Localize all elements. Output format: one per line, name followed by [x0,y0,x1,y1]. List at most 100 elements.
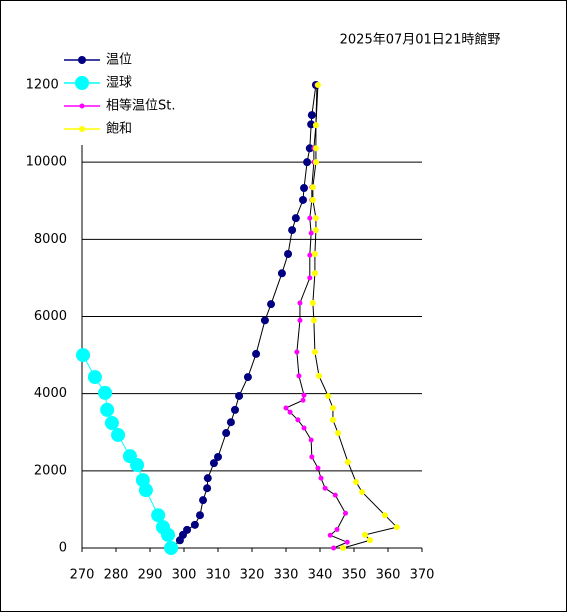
legend-label: 飽和 [106,122,132,137]
x-tick-label: 360 [376,568,401,583]
point [314,82,321,88]
point [312,159,319,166]
point [226,418,235,427]
point [287,409,293,415]
point [366,537,373,544]
point [155,520,170,535]
legend-label: 温位 [106,53,132,68]
point [288,226,297,235]
x-tick-label: 370 [410,568,435,583]
point [76,348,91,363]
point [301,392,307,398]
plot-area: 0 2000 4000 6000 8000 10000 12000 270 280 290 300 3… [26,78,435,583]
point [344,458,351,465]
point [327,532,333,538]
point [199,496,208,505]
point [235,391,244,400]
x-tick-label: 330 [274,568,299,583]
point [310,317,317,324]
point [393,524,400,531]
legend-marker [78,56,86,64]
y-tick-label: 4000 [34,386,67,401]
legend-label: 相等温位St. [106,98,175,114]
point [222,429,231,438]
point [291,214,300,223]
point [312,215,319,222]
point [151,508,166,523]
point [361,531,368,538]
point [329,416,336,423]
point [301,425,307,431]
point [164,541,179,555]
x-tick-label: 280 [104,568,129,583]
point [203,474,212,483]
point [322,485,328,491]
point [353,479,360,486]
point [100,402,115,417]
point [332,492,338,498]
point [299,195,307,204]
point [318,475,324,481]
point [381,512,388,519]
point [359,489,366,496]
point [331,545,337,551]
point [260,316,269,325]
point [252,349,261,358]
point [214,452,222,461]
y-tick-label: 8000 [34,232,67,247]
point [309,299,316,306]
point [329,404,336,411]
x-tick-label: 310 [206,568,231,583]
point [300,184,309,193]
point [315,372,322,379]
point [307,275,313,281]
y-tick-label: 12000 [26,78,67,93]
point [295,417,301,423]
point [312,145,319,152]
point [344,539,350,545]
point [308,230,314,236]
x-tick-label: 290 [138,568,163,583]
legend-marker [79,126,85,132]
y-tick-label: 0 [59,541,67,556]
point [284,249,293,258]
point [294,349,300,355]
point [311,250,318,257]
point [309,454,315,460]
point [303,158,312,167]
point [111,427,126,442]
point [334,526,340,532]
point [311,270,318,277]
point [98,385,113,400]
point [122,449,137,464]
point [243,373,252,382]
x-tick-label: 350 [342,568,367,583]
point [277,269,286,278]
point [267,300,276,309]
x-tick-label: 340 [308,568,333,583]
point [309,184,316,191]
point [312,227,319,234]
point [340,545,347,551]
point [300,397,306,403]
point [315,465,321,471]
point [104,415,119,430]
point [297,300,303,306]
point [343,510,348,516]
point [309,196,316,203]
y-tick-label: 2000 [34,463,67,478]
point [297,317,303,323]
point [203,484,212,493]
point [307,252,313,258]
point [190,520,199,529]
legend-marker [75,76,89,90]
point [307,120,316,129]
point [183,525,192,534]
point [307,111,316,120]
point [283,405,289,411]
point [231,405,239,414]
point [296,373,302,379]
point [87,370,102,385]
